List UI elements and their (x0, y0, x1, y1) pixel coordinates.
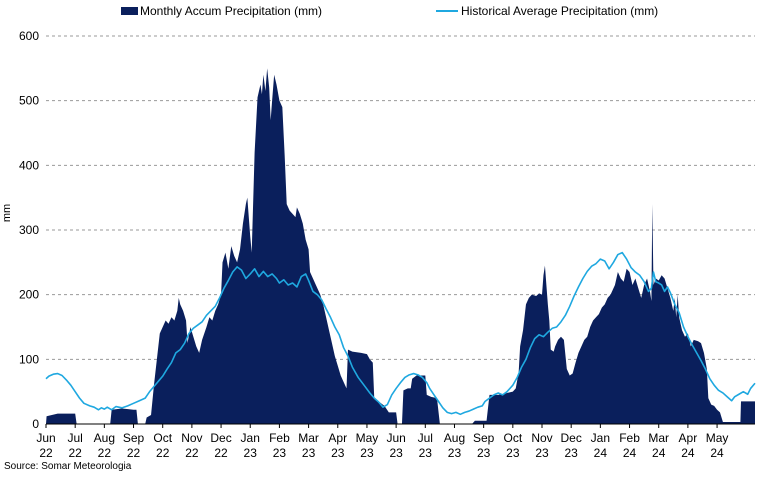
x-tick-label-month-19: Jan (591, 431, 610, 445)
x-tick-label-month-20: Feb (619, 431, 640, 445)
line-layer (45, 251, 756, 416)
x-tick-label-year-23: 24 (710, 446, 724, 460)
x-tick-label-month-18: Dec (561, 431, 582, 445)
x-tick-label-month-8: Feb (269, 431, 290, 445)
y-tick-label-600: 600 (19, 29, 39, 43)
x-tick-label-month-9: Mar (298, 431, 319, 445)
legend-swatch-line (436, 10, 458, 12)
legend-item-historical: Historical Average Precipitation (mm) (436, 4, 658, 18)
y-tick-label-400: 400 (19, 158, 39, 172)
x-tick-label-year-7: 23 (244, 446, 258, 460)
y-tick-label-500: 500 (19, 94, 39, 108)
x-tick-label-month-6: Dec (210, 431, 231, 445)
x-tick-label-year-16: 23 (506, 446, 520, 460)
y-tick-label-0: 0 (32, 417, 39, 431)
x-tick-label-month-21: Mar (648, 431, 669, 445)
x-tick-label-month-14: Aug (444, 431, 465, 445)
x-tick-label-year-12: 23 (389, 446, 403, 460)
x-tick-label-year-3: 22 (127, 446, 141, 460)
legend-swatch-area (121, 7, 138, 15)
x-tick-label-year-20: 24 (623, 446, 637, 460)
x-tick-label-year-14: 23 (448, 446, 462, 460)
x-tick-label-month-22: Apr (679, 431, 698, 445)
x-tick-label-year-10: 23 (331, 446, 345, 460)
area-layer (46, 68, 755, 424)
x-tick-label-month-2: Aug (94, 431, 115, 445)
x-tick-label-month-23: May (706, 431, 729, 445)
x-tick-label-month-0: Jun (36, 431, 55, 445)
x-tick-label-year-1: 22 (68, 446, 82, 460)
legend: Monthly Accum Precipitation (mm) Histori… (0, 2, 770, 22)
y-tick-label-300: 300 (19, 223, 39, 237)
x-tick-label-month-4: Oct (153, 431, 172, 445)
x-tick-label-year-6: 22 (214, 446, 228, 460)
x-tick-label-month-17: Nov (531, 431, 552, 445)
x-tick-label-month-13: Jul (418, 431, 433, 445)
x-tick-label-year-18: 23 (565, 446, 579, 460)
legend-item-monthly: Monthly Accum Precipitation (mm) (121, 4, 322, 18)
series-historical-line (45, 251, 756, 416)
x-tick-label-year-5: 22 (185, 446, 199, 460)
legend-label-historical: Historical Average Precipitation (mm) (461, 4, 659, 18)
x-tick-label-month-10: Apr (328, 431, 347, 445)
x-tick-label-year-15: 23 (477, 446, 491, 460)
x-tick-label-month-11: May (356, 431, 379, 445)
x-tick-layer: Jun22Jul22Aug22Sep22Oct22Nov22Dec22Jan23… (36, 424, 728, 460)
x-tick-label-year-9: 23 (302, 446, 316, 460)
x-tick-label-month-12: Jun (386, 431, 405, 445)
x-tick-label-month-15: Sep (473, 431, 495, 445)
x-tick-label-year-19: 24 (594, 446, 608, 460)
y-tick-layer: 0 100 200 300 400 500 600 (19, 29, 39, 431)
x-tick-label-year-11: 23 (360, 446, 374, 460)
x-tick-label-year-21: 24 (652, 446, 666, 460)
x-tick-label-year-17: 23 (535, 446, 549, 460)
x-tick-label-month-3: Sep (123, 431, 145, 445)
x-tick-label-year-2: 22 (98, 446, 112, 460)
x-tick-label-year-8: 23 (273, 446, 287, 460)
y-tick-label-100: 100 (19, 352, 39, 366)
x-tick-label-month-7: Jan (241, 431, 260, 445)
x-tick-label-month-1: Jul (68, 431, 83, 445)
legend-label-monthly: Monthly Accum Precipitation (mm) (140, 4, 323, 18)
source-note: Source: Somar Meteorologia (4, 461, 132, 472)
x-tick-label-year-22: 24 (681, 446, 695, 460)
x-tick-label-month-5: Nov (181, 431, 202, 445)
x-tick-label-month-16: Oct (503, 431, 522, 445)
x-tick-label-year-0: 22 (39, 446, 53, 460)
y-tick-label-200: 200 (19, 288, 39, 302)
x-tick-label-year-13: 23 (419, 446, 433, 460)
series-monthly-area (46, 68, 755, 424)
x-tick-label-year-4: 22 (156, 446, 170, 460)
